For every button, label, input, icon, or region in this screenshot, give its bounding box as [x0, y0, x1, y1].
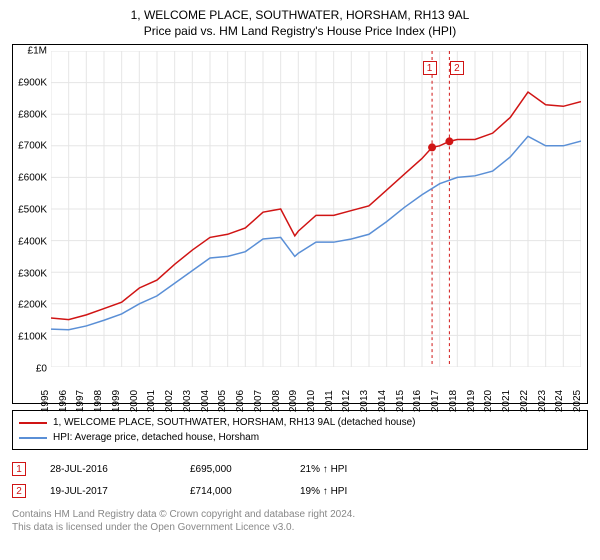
legend-swatch: [19, 422, 47, 424]
y-tick-label: £800K: [18, 109, 47, 120]
y-tick-label: £1M: [28, 46, 47, 57]
sale-date: 19-JUL-2017: [50, 486, 190, 497]
x-tick-label: 2025: [572, 390, 583, 412]
x-tick-label: 2005: [217, 390, 228, 412]
x-tick-label: 2021: [501, 390, 512, 412]
footer-line-2: This data is licensed under the Open Gov…: [12, 521, 588, 534]
sale-row: 1 28-JUL-2016£695,00021% ↑ HPI: [12, 458, 588, 480]
x-tick-label: 2004: [200, 390, 211, 412]
x-tick-label: 2011: [324, 390, 335, 412]
sale-row: 2 19-JUL-2017£714,00019% ↑ HPI: [12, 480, 588, 502]
footer-line-1: Contains HM Land Registry data © Crown c…: [12, 508, 588, 521]
sale-badge: 2: [12, 484, 26, 498]
sale-price: £714,000: [190, 486, 300, 497]
y-tick-label: £100K: [18, 332, 47, 343]
legend-item: 1, WELCOME PLACE, SOUTHWATER, HORSHAM, R…: [19, 415, 581, 430]
legend-item: HPI: Average price, detached house, Hors…: [19, 430, 581, 445]
y-tick-label: £0: [36, 364, 47, 375]
x-tick-label: 2020: [483, 390, 494, 412]
x-tick-label: 2022: [519, 390, 530, 412]
chart-subtitle: Price paid vs. HM Land Registry's House …: [12, 24, 588, 38]
x-tick-label: 2015: [395, 390, 406, 412]
chart-marker-badge: 1: [423, 61, 437, 75]
legend-swatch: [19, 437, 47, 439]
y-tick-label: £600K: [18, 173, 47, 184]
x-tick-label: 2014: [377, 390, 388, 412]
x-tick-label: 2019: [466, 390, 477, 412]
x-tick-label: 2018: [448, 390, 459, 412]
legend-label: HPI: Average price, detached house, Hors…: [53, 432, 259, 443]
x-tick-label: 2010: [306, 390, 317, 412]
x-tick-label: 2001: [146, 390, 157, 412]
sales-table: 1 28-JUL-2016£695,00021% ↑ HPI 2 19-JUL-201…: [12, 458, 588, 502]
x-tick-label: 2008: [271, 390, 282, 412]
x-tick-label: 1997: [75, 390, 86, 412]
chart-title: 1, WELCOME PLACE, SOUTHWATER, HORSHAM, R…: [12, 8, 588, 22]
x-tick-label: 2007: [253, 390, 264, 412]
x-tick-label: 2003: [182, 390, 193, 412]
x-tick-label: 2016: [412, 390, 423, 412]
legend: 1, WELCOME PLACE, SOUTHWATER, HORSHAM, R…: [12, 410, 588, 450]
chart-area: £0 £100K £200K £300K £400K £500K £600K £700K £80…: [12, 44, 588, 404]
y-tick-label: £900K: [18, 77, 47, 88]
x-tick-label: 2024: [554, 390, 565, 412]
y-axis: £0£100K£200K£300K£400K£500K£600K£700K£80…: [13, 51, 51, 367]
x-tick-label: 2017: [430, 390, 441, 412]
x-tick-label: 2009: [288, 390, 299, 412]
plot-svg: [51, 51, 581, 367]
y-tick-label: £500K: [18, 205, 47, 216]
x-tick-label: 1999: [111, 390, 122, 412]
sale-pct: 19% ↑ HPI: [300, 486, 420, 497]
x-tick-label: 1998: [93, 390, 104, 412]
x-tick-label: 1996: [58, 390, 69, 412]
footer: Contains HM Land Registry data © Crown c…: [12, 508, 588, 534]
x-tick-label: 2002: [164, 390, 175, 412]
x-tick-label: 2023: [537, 390, 548, 412]
sale-pct: 21% ↑ HPI: [300, 464, 420, 475]
y-tick-label: £400K: [18, 236, 47, 247]
sale-badge: 1: [12, 462, 26, 476]
plot-region: 12: [51, 51, 581, 367]
x-axis: 1995199619971998199920002001200220032004…: [51, 367, 581, 403]
y-tick-label: £700K: [18, 141, 47, 152]
x-tick-label: 2012: [341, 390, 352, 412]
x-tick-label: 2000: [129, 390, 140, 412]
x-tick-label: 2006: [235, 390, 246, 412]
legend-label: 1, WELCOME PLACE, SOUTHWATER, HORSHAM, R…: [53, 417, 416, 428]
y-tick-label: £300K: [18, 268, 47, 279]
y-tick-label: £200K: [18, 300, 47, 311]
x-tick-label: 1995: [40, 390, 51, 412]
x-tick-label: 2013: [359, 390, 370, 412]
sale-date: 28-JUL-2016: [50, 464, 190, 475]
sale-price: £695,000: [190, 464, 300, 475]
chart-marker-badge: 2: [450, 61, 464, 75]
